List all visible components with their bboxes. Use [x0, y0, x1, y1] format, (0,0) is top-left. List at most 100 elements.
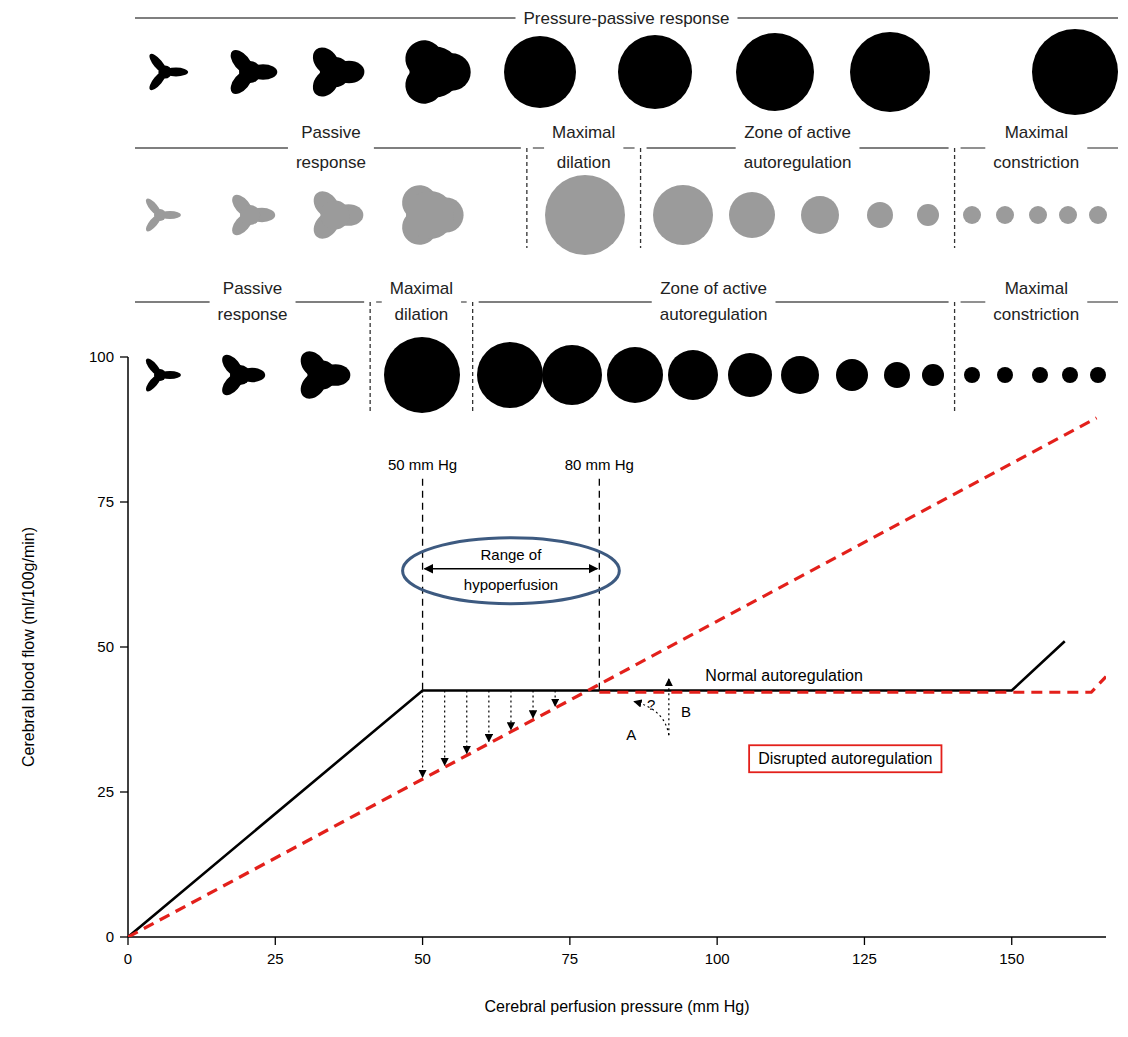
row-rule — [737, 17, 1118, 18]
vessel-icon — [668, 350, 718, 400]
row-label-line: Passive — [301, 123, 361, 142]
annotation-label: A — [626, 726, 636, 743]
row-label-line: constriction — [993, 305, 1079, 324]
vessel-icon — [996, 206, 1014, 224]
x-tick — [864, 937, 865, 945]
row-rule — [859, 147, 948, 148]
row-rule — [623, 147, 634, 148]
annotations: 50 mm Hg80 mm HgRange ofhypoperfusion?AB… — [388, 456, 941, 772]
vessel-icon — [729, 192, 775, 238]
vessel-icon — [1089, 206, 1107, 224]
row-separator — [640, 148, 641, 248]
vessel-icon — [218, 351, 265, 399]
vessel-icon — [309, 186, 364, 243]
row-rule — [376, 301, 382, 302]
row-rule — [533, 147, 544, 148]
row-label-line: Maximal — [552, 123, 615, 142]
row-label-line: Pressure-passive response — [524, 9, 730, 28]
x-tick-label: 0 — [124, 950, 132, 967]
range-ellipse — [403, 538, 620, 604]
row-separator — [954, 302, 955, 412]
vessel-icon — [801, 196, 839, 234]
vessel-icon — [867, 202, 893, 228]
vessel-icons — [143, 175, 1107, 255]
row-label: Maximal dilation — [390, 279, 453, 324]
row-rule — [296, 301, 365, 302]
y-tick-label: 25 — [97, 783, 114, 800]
reference-line — [599, 479, 600, 691]
row-label: Maximalconstriction — [993, 279, 1079, 324]
annotation-label: ? — [647, 696, 655, 713]
vessel-core — [230, 365, 250, 385]
row-label-line: response — [296, 153, 366, 172]
vessel-icon — [736, 33, 814, 111]
row-label-line: dilation — [394, 305, 448, 324]
row-label-line: Maximal — [390, 279, 453, 298]
x-tick — [127, 937, 128, 945]
vessel-icon — [296, 346, 351, 403]
vessel-icon — [917, 204, 939, 226]
row-rule — [961, 301, 986, 302]
row-label-line: constriction — [993, 153, 1079, 172]
chart: Pressure-passive responsePassiveresponse… — [0, 0, 1128, 1037]
y-tick-label: 0 — [106, 928, 114, 945]
vessel-core — [410, 47, 461, 98]
vessel-icon — [1032, 367, 1048, 383]
vessel-row: PassiveresponseMaximaldilationZone of ac… — [135, 123, 1118, 255]
vessel-icon — [1062, 367, 1078, 383]
vessel-icon — [1059, 206, 1077, 224]
y-tick-label: 75 — [97, 493, 114, 510]
vessel-icon — [728, 353, 772, 397]
vessel-icon — [1029, 206, 1047, 224]
vessel-icon — [964, 367, 980, 383]
vessel-icon — [781, 356, 819, 394]
range-arrow — [425, 568, 598, 569]
vessel-core — [406, 191, 454, 239]
y-tick — [120, 791, 128, 792]
vessel-icons — [143, 337, 1106, 413]
x-tick — [422, 937, 423, 945]
row-rule — [1087, 301, 1118, 302]
row-rule — [1087, 147, 1118, 148]
range-label-line: hypoperfusion — [464, 576, 558, 593]
vessel-icon — [836, 359, 868, 391]
row-separator — [954, 148, 955, 248]
vessel-icon — [143, 196, 181, 233]
vessel-core — [154, 369, 166, 381]
x-tick-label: 25 — [267, 950, 284, 967]
row-label: Passiveresponse — [218, 279, 288, 324]
vessel-icon — [618, 35, 692, 109]
vessel-icon — [850, 32, 930, 112]
row-label-line: autoregulation — [744, 153, 852, 172]
axes: 02550751001251500255075100Cerebral perfu… — [20, 348, 1106, 1015]
row-label-line: dilation — [557, 153, 611, 172]
vessel-icons — [147, 29, 1118, 115]
vessel-icon — [542, 345, 602, 405]
y-tick — [120, 936, 128, 937]
row-rule — [776, 301, 949, 302]
y-tick — [120, 646, 128, 647]
vessel-row: Pressure-passive response — [135, 9, 1118, 115]
vessel-icon — [607, 347, 663, 403]
series-label: Normal autoregulation — [705, 667, 862, 684]
vessel-icon — [226, 46, 277, 98]
vessel-core — [320, 57, 350, 87]
reference-line — [422, 479, 423, 691]
vessel-icon — [504, 36, 576, 108]
hypoperfusion-arrow — [466, 691, 467, 754]
y-tick — [120, 501, 128, 502]
vessel-icon — [477, 342, 543, 408]
x-axis-title: Cerebral perfusion pressure (mm Hg) — [485, 998, 750, 1015]
row-rule — [135, 147, 288, 148]
series-label-box — [749, 745, 941, 772]
vessel-icon — [1032, 29, 1118, 115]
vessel-core — [320, 200, 349, 229]
y-tick-label: 50 — [97, 638, 114, 655]
x-tick — [717, 937, 718, 945]
annotation-label: B — [681, 703, 691, 720]
x-tick — [275, 937, 276, 945]
vessel-icon — [653, 185, 713, 245]
y-tick — [120, 356, 128, 357]
hypoperfusion-arrow — [532, 691, 533, 718]
row-separator — [526, 148, 527, 248]
